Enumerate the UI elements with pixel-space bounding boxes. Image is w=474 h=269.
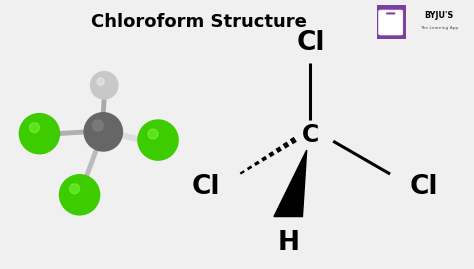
Text: Cl: Cl xyxy=(296,30,325,56)
Circle shape xyxy=(70,184,80,194)
FancyBboxPatch shape xyxy=(386,12,395,15)
Circle shape xyxy=(29,123,39,133)
FancyBboxPatch shape xyxy=(377,5,406,39)
Text: C: C xyxy=(302,122,319,147)
Text: Chloroform Structure: Chloroform Structure xyxy=(91,13,307,31)
Polygon shape xyxy=(274,150,307,217)
FancyBboxPatch shape xyxy=(379,10,403,35)
Text: Cl: Cl xyxy=(192,174,220,200)
Circle shape xyxy=(92,120,103,131)
Circle shape xyxy=(97,78,104,85)
Circle shape xyxy=(60,175,100,215)
Circle shape xyxy=(19,114,60,154)
Circle shape xyxy=(148,129,158,139)
Text: The Learning App: The Learning App xyxy=(419,26,458,30)
Circle shape xyxy=(91,72,118,99)
Text: BYJU'S: BYJU'S xyxy=(424,11,454,20)
Circle shape xyxy=(138,120,178,160)
Circle shape xyxy=(84,113,122,151)
Text: Cl: Cl xyxy=(410,174,438,200)
Text: H: H xyxy=(277,231,299,256)
